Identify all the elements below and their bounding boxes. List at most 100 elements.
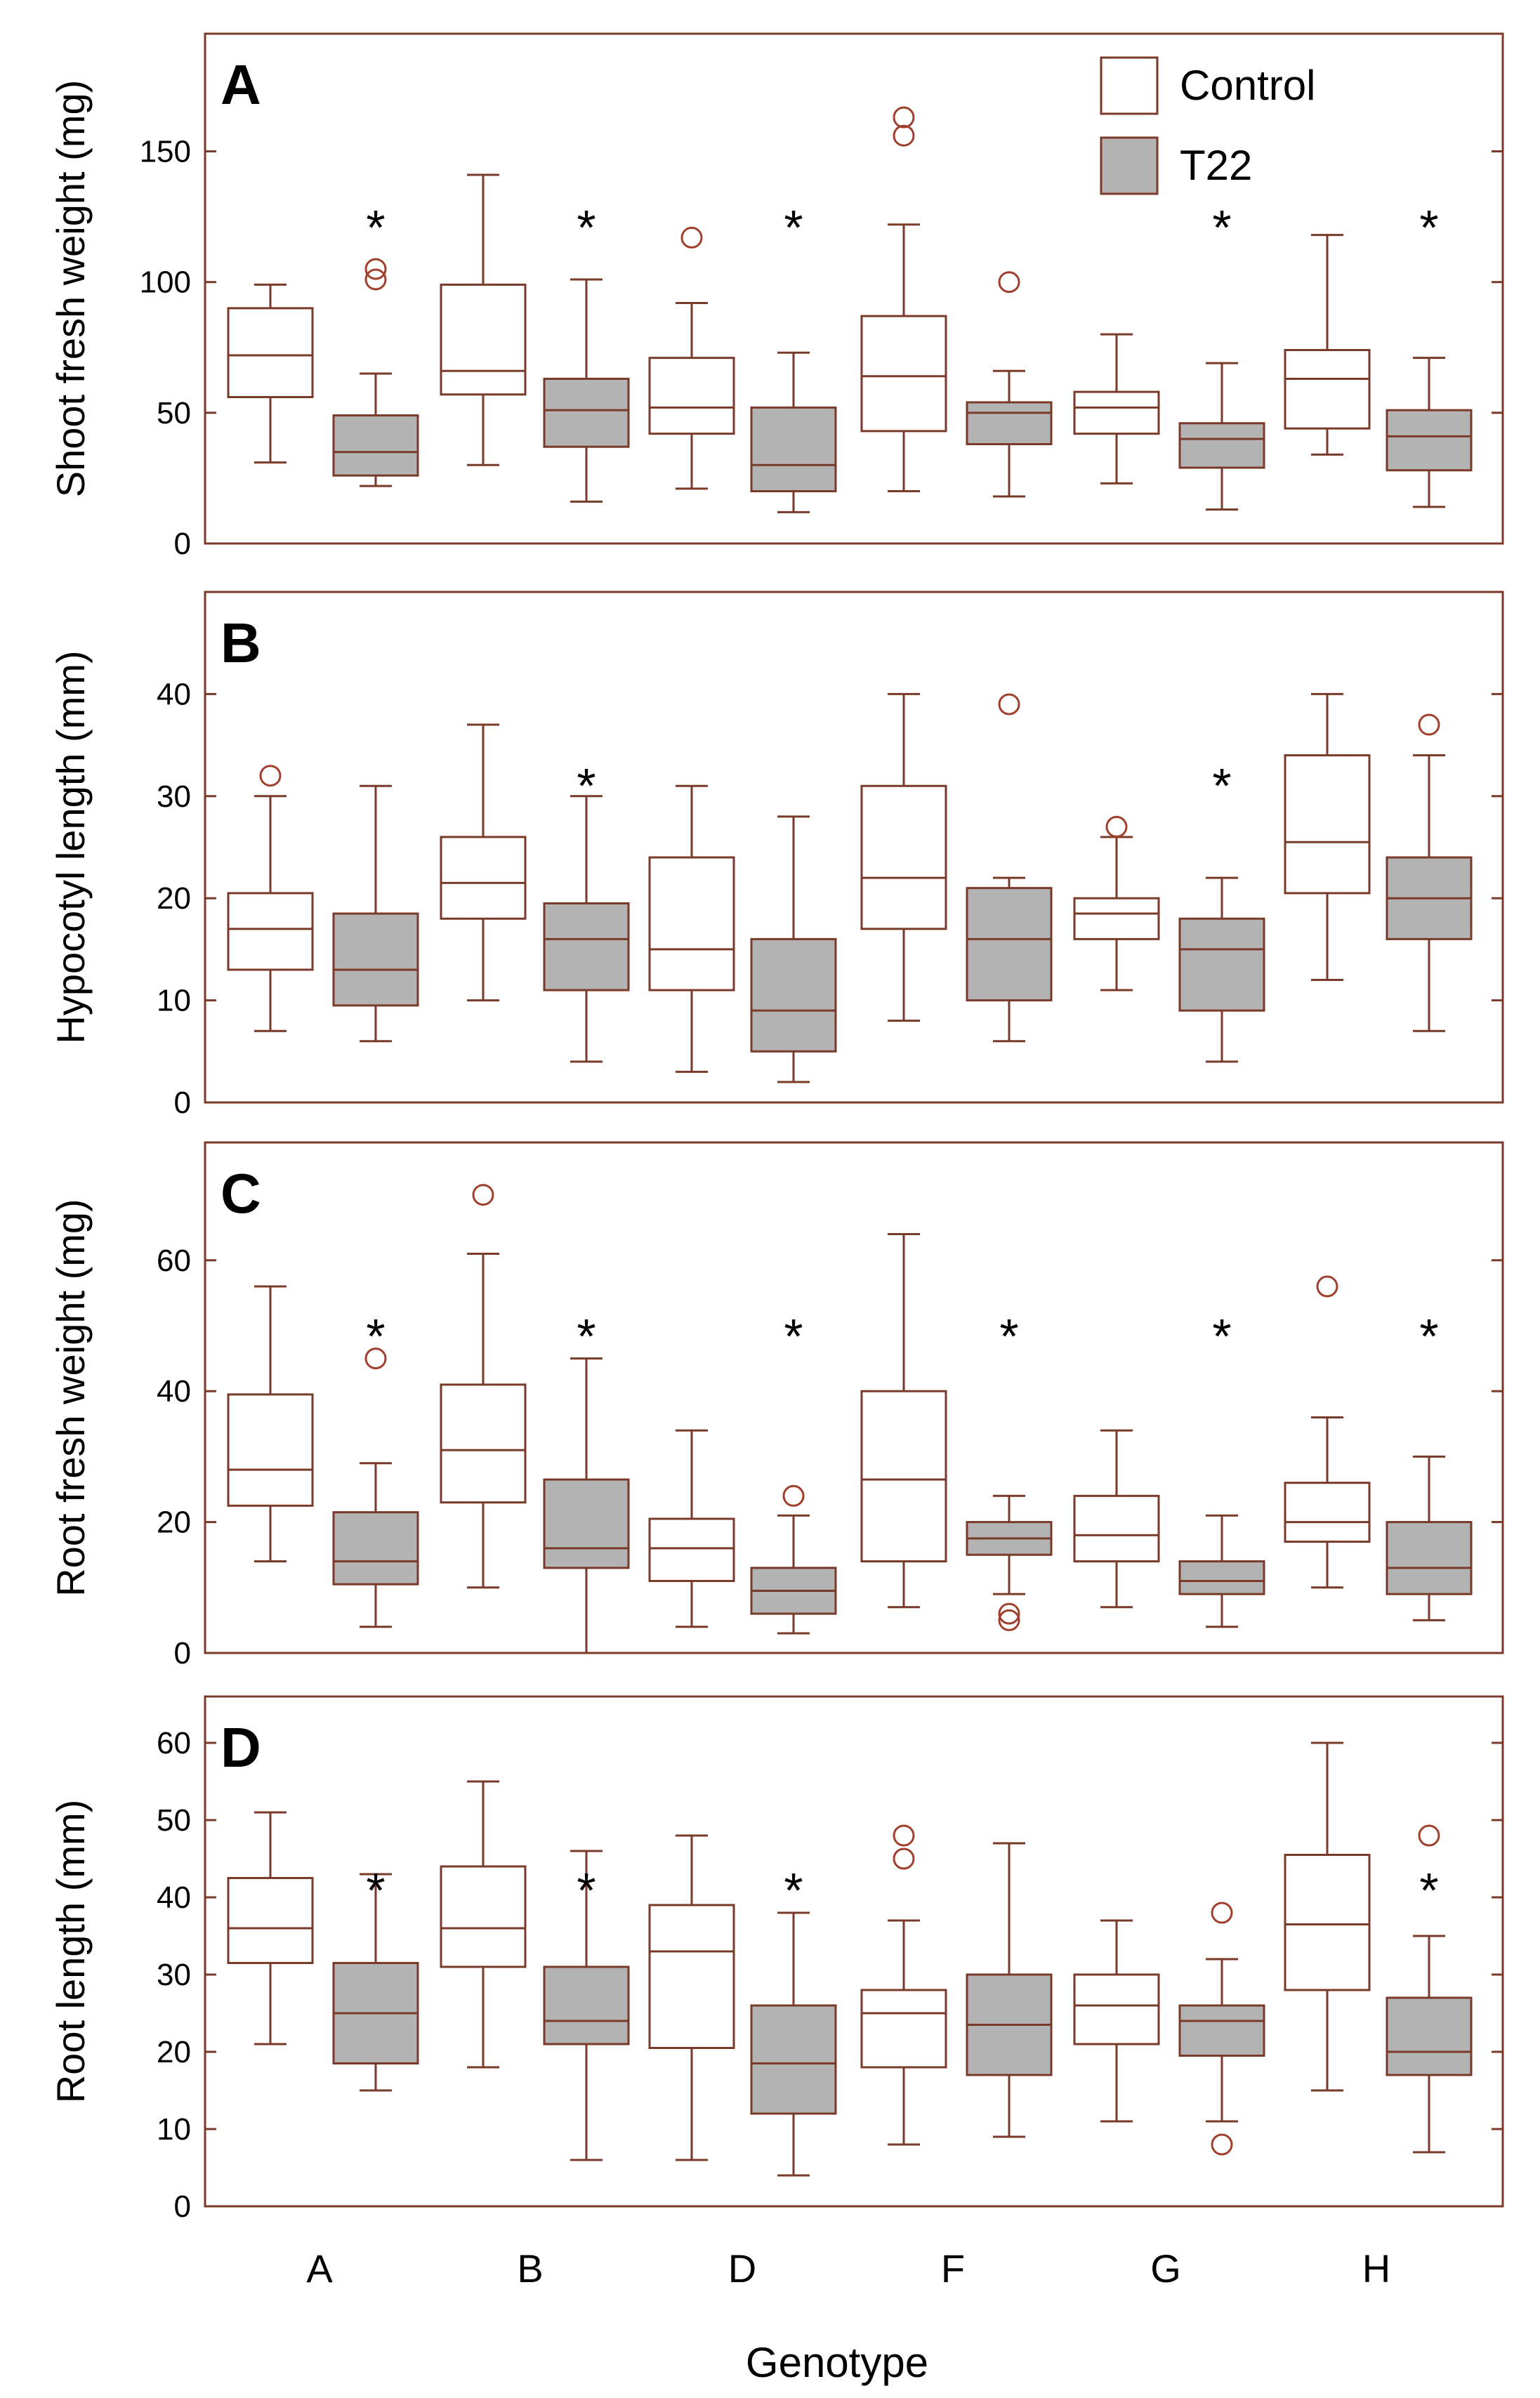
y-tick-label: 0 bbox=[174, 527, 191, 561]
x-category-label: B bbox=[517, 2246, 543, 2291]
genotype-group-a: * bbox=[227, 1285, 419, 1628]
iqr-box bbox=[860, 1989, 947, 2069]
iqr-box bbox=[966, 401, 1053, 446]
box-control bbox=[227, 1811, 314, 2045]
genotype-group-g: * bbox=[1073, 758, 1265, 1063]
outlier-point bbox=[680, 226, 703, 249]
box-t22 bbox=[966, 693, 1053, 1043]
y-axis-title: Hypocotyl length (mm) bbox=[48, 650, 93, 1043]
box-t22 bbox=[332, 258, 419, 487]
plot-frame bbox=[204, 591, 1504, 1104]
iqr-box bbox=[332, 414, 419, 477]
outlier-point bbox=[893, 1824, 915, 1847]
outlier-point bbox=[364, 258, 387, 280]
box-control bbox=[860, 1232, 947, 1609]
y-tick-label: 30 bbox=[157, 779, 191, 814]
plot-frame bbox=[204, 32, 1504, 545]
panel-letter: D bbox=[221, 1716, 261, 1779]
y-tick-label: 10 bbox=[157, 2112, 191, 2147]
significance-star: * bbox=[577, 200, 595, 255]
x-category-label: D bbox=[728, 2246, 756, 2291]
iqr-box bbox=[648, 1904, 735, 2049]
y-tick-label: 50 bbox=[157, 1803, 191, 1838]
iqr-box bbox=[227, 1393, 314, 1507]
significance-star: * bbox=[784, 200, 803, 255]
box-t22 bbox=[1178, 1902, 1265, 2156]
box-control bbox=[227, 1285, 314, 1563]
panel-d: 0 10 20 30 40 50 60 Root length (mm) D * * * * bbox=[48, 1695, 1504, 2224]
y-tick-label: 40 bbox=[157, 1374, 191, 1409]
outlier-point bbox=[893, 124, 915, 147]
genotype-group-d: * bbox=[648, 1834, 837, 2177]
legend-control-swatch bbox=[1100, 56, 1159, 115]
legend: Control T22 bbox=[1100, 56, 1315, 195]
iqr-box bbox=[750, 937, 837, 1053]
iqr-box bbox=[966, 887, 1053, 1002]
box-t22 bbox=[1386, 1824, 1473, 2154]
outlier-point bbox=[1105, 815, 1128, 838]
genotype-group-h: * bbox=[1284, 1741, 1473, 2154]
box-control bbox=[860, 692, 947, 1022]
y-tick-label: 20 bbox=[157, 881, 191, 916]
genotype-group-f bbox=[860, 106, 1053, 498]
significance-star: * bbox=[577, 1309, 595, 1364]
iqr-box bbox=[1178, 2004, 1265, 2057]
significance-star: * bbox=[784, 1309, 803, 1364]
genotype-group-d bbox=[648, 784, 837, 1083]
iqr-box bbox=[1073, 897, 1160, 940]
y-tick-label: 0 bbox=[174, 1636, 191, 1671]
box-t22 bbox=[966, 1494, 1053, 1631]
genotype-group-f bbox=[860, 692, 1053, 1043]
panel-a: 0 50 100 150 Shoot fresh weight (mg) A * * * * * bbox=[48, 32, 1504, 561]
iqr-box bbox=[543, 1965, 630, 2045]
box-control bbox=[648, 1834, 735, 2161]
box-t22 bbox=[332, 1873, 419, 2092]
panel-letter: C bbox=[221, 1162, 261, 1225]
outlier-point bbox=[998, 1609, 1020, 1631]
genotype-group-b: * bbox=[440, 173, 630, 503]
iqr-box bbox=[227, 307, 314, 399]
box-control bbox=[440, 1780, 527, 2069]
iqr-box bbox=[1073, 390, 1160, 435]
iqr-box bbox=[440, 836, 527, 920]
iqr-box bbox=[227, 1877, 314, 1964]
box-t22 bbox=[750, 1911, 837, 2177]
box-t22 bbox=[543, 1357, 630, 1654]
iqr-box bbox=[1178, 1560, 1265, 1595]
outlier-point bbox=[1316, 1275, 1338, 1298]
box-t22 bbox=[966, 1842, 1053, 2138]
box-t22 bbox=[750, 351, 837, 513]
box-control bbox=[648, 1429, 735, 1628]
y-tick-label: 150 bbox=[140, 135, 191, 169]
iqr-box bbox=[440, 1383, 527, 1504]
box-control bbox=[1284, 1741, 1371, 2092]
genotype-group-b: * bbox=[440, 723, 630, 1063]
outlier-point bbox=[1418, 1824, 1440, 1847]
box-t22 bbox=[1386, 357, 1473, 508]
box-control bbox=[1073, 815, 1160, 992]
x-category-label: H bbox=[1362, 2246, 1390, 2291]
outlier-point bbox=[893, 106, 915, 129]
genotype-group-a bbox=[227, 765, 419, 1043]
box-t22 bbox=[966, 271, 1053, 498]
genotype-group-h bbox=[1284, 692, 1473, 1032]
box-control bbox=[860, 1824, 947, 2146]
iqr-box bbox=[1284, 1854, 1371, 1991]
iqr-box bbox=[750, 2004, 837, 2115]
iqr-box bbox=[860, 315, 947, 433]
significance-star: * bbox=[1212, 758, 1231, 813]
plot-frame bbox=[204, 1141, 1504, 1654]
outlier-point bbox=[472, 1184, 494, 1206]
significance-star: * bbox=[999, 1309, 1018, 1364]
y-tick-label: 0 bbox=[174, 2189, 191, 2224]
significance-star: * bbox=[577, 1863, 595, 1918]
legend-t22-label: T22 bbox=[1180, 142, 1252, 189]
box-control bbox=[1284, 692, 1371, 982]
y-tick-label: 40 bbox=[157, 1880, 191, 1915]
iqr-box bbox=[227, 892, 314, 971]
genotype-group-g: * bbox=[1073, 200, 1265, 511]
box-control bbox=[860, 106, 947, 493]
iqr-box bbox=[1386, 1521, 1473, 1595]
